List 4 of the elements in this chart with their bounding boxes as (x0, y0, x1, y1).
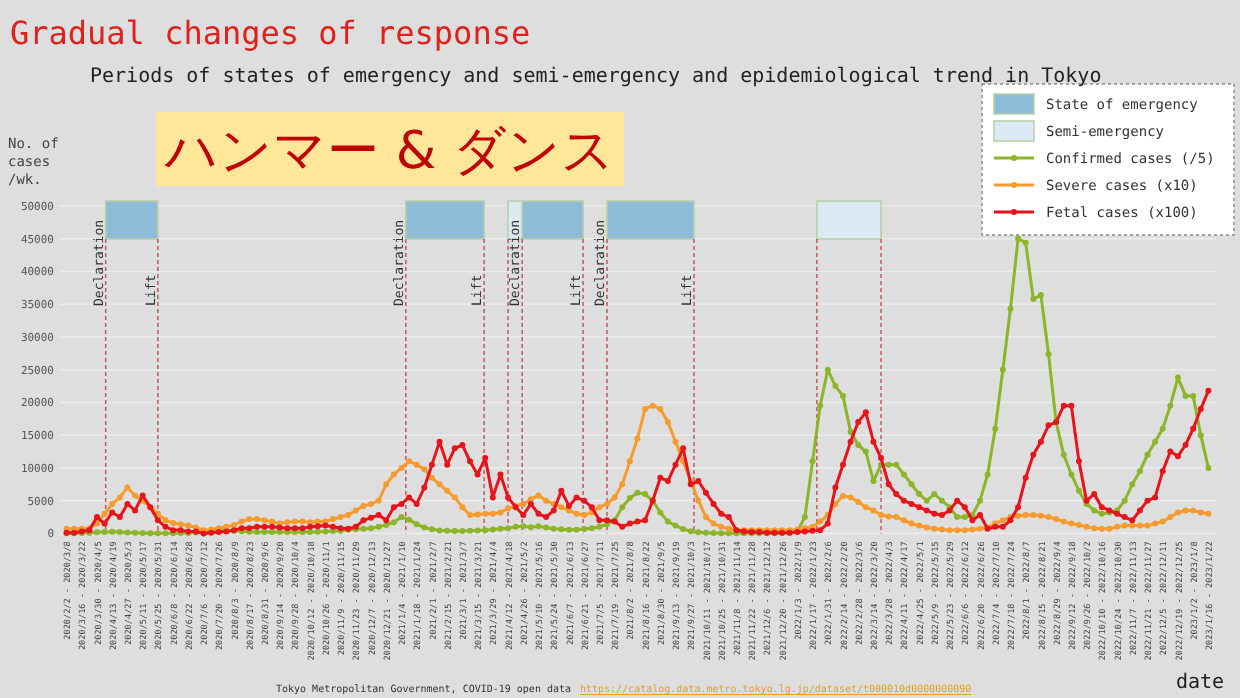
text: ハンマー & ダンス (163, 122, 615, 182)
chart-title: Gradual changes of response (10, 14, 531, 52)
chart-subtitle: Periods of states of emergency and semi-emergency and epidemiological trend in Tokyo (90, 66, 1102, 88)
x-axis-title: date (1176, 672, 1225, 694)
